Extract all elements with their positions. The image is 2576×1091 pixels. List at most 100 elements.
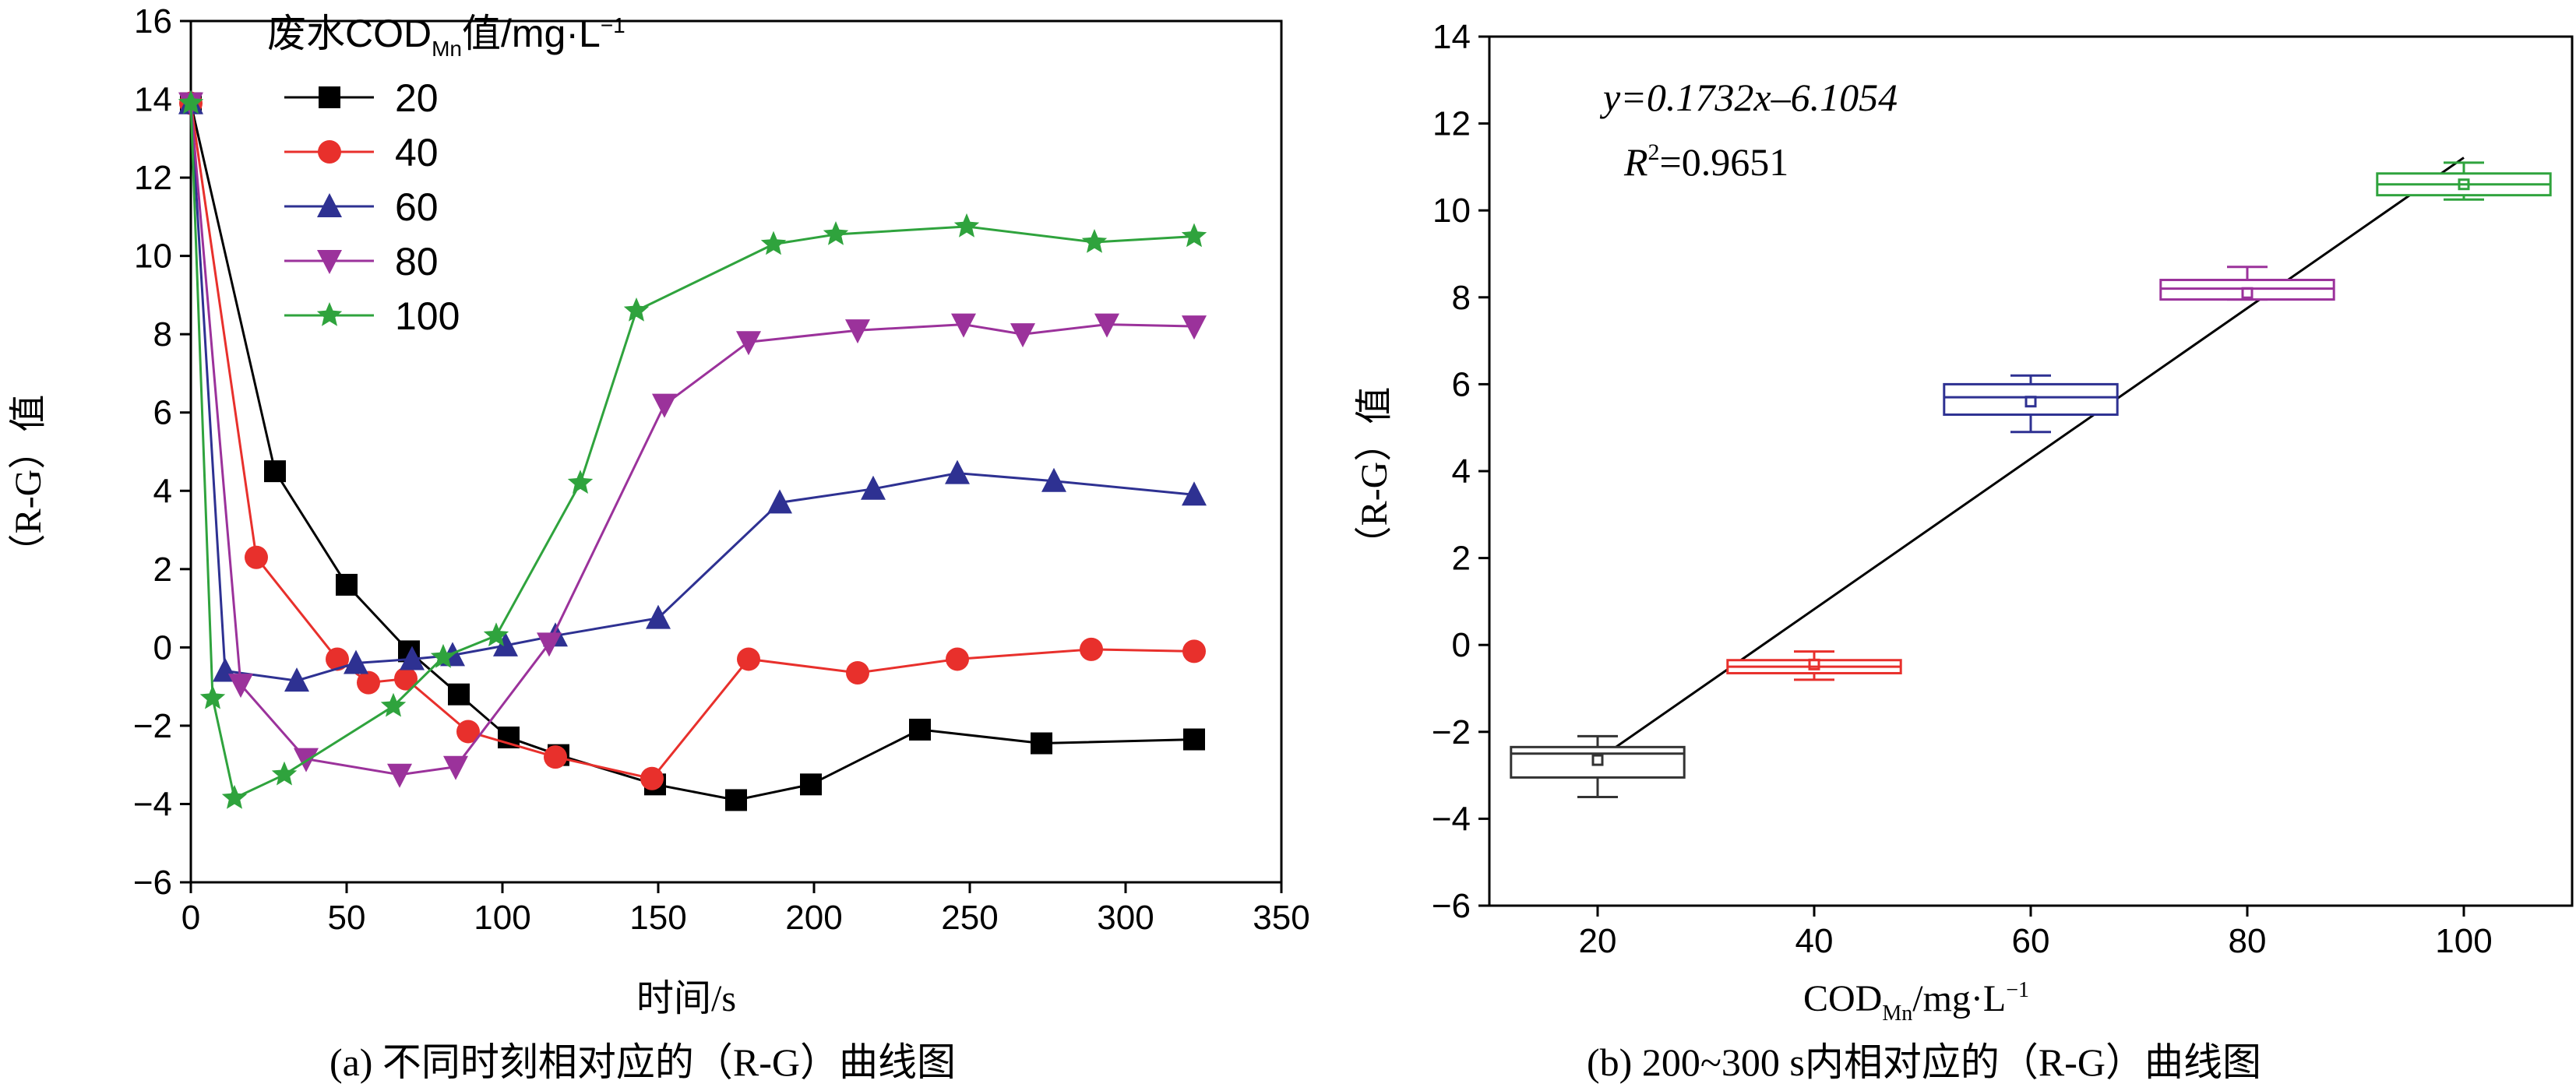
chart-a-data-point bbox=[1031, 732, 1052, 755]
chart-b-mean-marker bbox=[2241, 287, 2254, 299]
chart-a-data-point bbox=[443, 755, 468, 780]
chart-a-data-point bbox=[767, 489, 792, 514]
chart-a-y-tick-label: 14 bbox=[134, 81, 172, 119]
chart-a-data-point bbox=[264, 460, 286, 483]
chart-a-legend-title: 废水CODMn值/mg·L−1 bbox=[267, 12, 625, 61]
chart-a-data-point bbox=[1041, 467, 1066, 492]
chart-a-data-point bbox=[760, 231, 787, 255]
chart-a-series-line bbox=[189, 103, 1195, 801]
chart-a-data-point bbox=[1080, 637, 1103, 661]
chart-a-y-tick-label: 0 bbox=[153, 628, 172, 667]
chart-a-data-point bbox=[646, 604, 671, 629]
chart-a-data-point bbox=[845, 319, 870, 344]
chart-b-y-tick-label: 6 bbox=[1452, 365, 1471, 403]
chart-a-data-point bbox=[567, 470, 594, 494]
chart-a-y-tick-label: −2 bbox=[133, 707, 172, 745]
chart-a-x-tick-label: 150 bbox=[629, 899, 686, 937]
chart-a-data-point bbox=[953, 213, 980, 238]
chart-a-y-tick-label: −6 bbox=[133, 864, 172, 902]
chart-a-data-point bbox=[800, 773, 822, 796]
chart-b-y-tick-label: 14 bbox=[1432, 18, 1471, 56]
chart-a-data-point bbox=[456, 720, 480, 744]
chart-a-legend-marker bbox=[317, 250, 342, 274]
chart-b-y-tick-label: −6 bbox=[1432, 887, 1471, 925]
chart-b-x-tick-label: 40 bbox=[1795, 922, 1834, 960]
chart-a-y-tick-label: 12 bbox=[134, 159, 172, 197]
chart-a-legend-marker bbox=[316, 302, 343, 326]
chart-a-data-point bbox=[544, 745, 567, 769]
chart-b-plot: 20 40 60 80 100 −6 −4 −2 0 2 4 6 8 10 12 14 bbox=[1432, 18, 2574, 960]
chart-a-data-point bbox=[221, 784, 248, 809]
chart-a-data-point bbox=[846, 661, 869, 685]
chart-a-data-point bbox=[623, 297, 650, 322]
chart-a-data-point bbox=[326, 647, 349, 671]
chart-a-x-tick-label: 350 bbox=[1253, 899, 1309, 937]
chart-a-data-point bbox=[1094, 313, 1119, 338]
chart-b-x-tick-label: 20 bbox=[1579, 922, 1617, 960]
chart-a-legend-marker bbox=[318, 140, 341, 164]
chart-b-x-tick-label: 80 bbox=[2229, 922, 2267, 960]
chart-b-box bbox=[1510, 745, 1686, 779]
chart-a-data-point bbox=[1181, 223, 1207, 248]
chart-b-y-tick-label: 0 bbox=[1452, 626, 1471, 664]
chart-b-mean-marker bbox=[2458, 178, 2470, 191]
chart-a-series-line bbox=[189, 103, 1195, 780]
chart-a-y-tick-label: 2 bbox=[153, 551, 172, 589]
chart-a-x-tick-label: 300 bbox=[1097, 899, 1154, 937]
chart-b-mean-marker bbox=[2025, 396, 2037, 408]
chart-a-data-point bbox=[1182, 481, 1207, 506]
chart-a-data-point bbox=[736, 331, 761, 356]
chart-a-data-point bbox=[1183, 728, 1205, 751]
chart-a-data-point bbox=[945, 459, 970, 484]
chart-a-legend-label: 60 bbox=[395, 185, 439, 229]
chart-b-x-tick-label: 100 bbox=[2435, 922, 2492, 960]
chart-b-y-tick-label: 10 bbox=[1432, 192, 1471, 230]
chart-a-legend-marker bbox=[317, 193, 342, 217]
chart-a-legend-label: 20 bbox=[395, 76, 439, 120]
chart-b-y-tick-label: 12 bbox=[1432, 105, 1471, 143]
chart-a-data-point bbox=[245, 545, 268, 569]
chart-a-data-point bbox=[387, 763, 412, 788]
chart-a-y-tick-label: 4 bbox=[153, 472, 172, 510]
chart-b-y-tick-label: 2 bbox=[1452, 540, 1471, 578]
chart-a-data-point bbox=[284, 667, 309, 692]
chart-a-data-point bbox=[493, 632, 518, 656]
chart-a-x-tick-label: 50 bbox=[328, 899, 366, 937]
chart-a-data-point bbox=[737, 647, 760, 671]
chart-a-data-point bbox=[640, 766, 664, 790]
chart-a-data-point bbox=[537, 632, 562, 657]
chart-b-equation: y=0.1732x–6.1054 bbox=[1599, 76, 1898, 119]
chart-a-data-point bbox=[178, 90, 204, 114]
chart-a-data-point bbox=[1081, 229, 1108, 253]
chart-a-data-point bbox=[394, 667, 418, 691]
chart-a-series-40 bbox=[179, 91, 1206, 790]
chart-a-data-point bbox=[430, 643, 456, 668]
chart-b-y-tick-label: 8 bbox=[1452, 279, 1471, 317]
chart-a-data-point bbox=[946, 647, 969, 671]
chart-a-data-point bbox=[271, 761, 298, 786]
chart-a-plot: 0 50 100 150 200 250 300 350 −6 −4 −2 0 2 4 6 8 10 12 14 16… bbox=[133, 2, 1310, 937]
chart-a-frame bbox=[189, 19, 1283, 884]
chart-a-y-axis-title: （R-G）值 bbox=[8, 395, 49, 572]
chart-a-y-tick-label: 16 bbox=[134, 2, 172, 40]
chart-a-data-point bbox=[199, 685, 226, 709]
chart-a-data-point bbox=[1010, 323, 1035, 348]
chart-a-data-point bbox=[1182, 315, 1207, 340]
chart-a-series-80 bbox=[178, 92, 1207, 788]
chart-b-box bbox=[1943, 382, 2119, 416]
chart-a-legend-label: 100 bbox=[395, 294, 460, 338]
chart-a-series-100 bbox=[178, 90, 1207, 809]
chart-a-y-tick-label: −4 bbox=[133, 785, 172, 823]
chart-a-data-point bbox=[400, 646, 425, 670]
chart-a-data-point bbox=[861, 475, 886, 500]
chart-b-x-tick-label: 60 bbox=[2012, 922, 2050, 960]
chart-a-x-axis-title: 时间/s bbox=[636, 978, 736, 1019]
chart-a: 废水CODMn值/mg·L−1 时间/s （R-G）值 (a) 不同时刻相对应的… bbox=[8, 12, 956, 1084]
chart-a-y-tick-label: 6 bbox=[153, 394, 172, 432]
chart-b-r-squared: R2=0.9651 bbox=[1623, 139, 1788, 184]
chart-a-data-point bbox=[448, 683, 470, 706]
chart-b-y-tick-label: −4 bbox=[1432, 800, 1471, 838]
chart-a-data-point bbox=[483, 622, 509, 646]
chart-a-series-60 bbox=[178, 90, 1207, 692]
